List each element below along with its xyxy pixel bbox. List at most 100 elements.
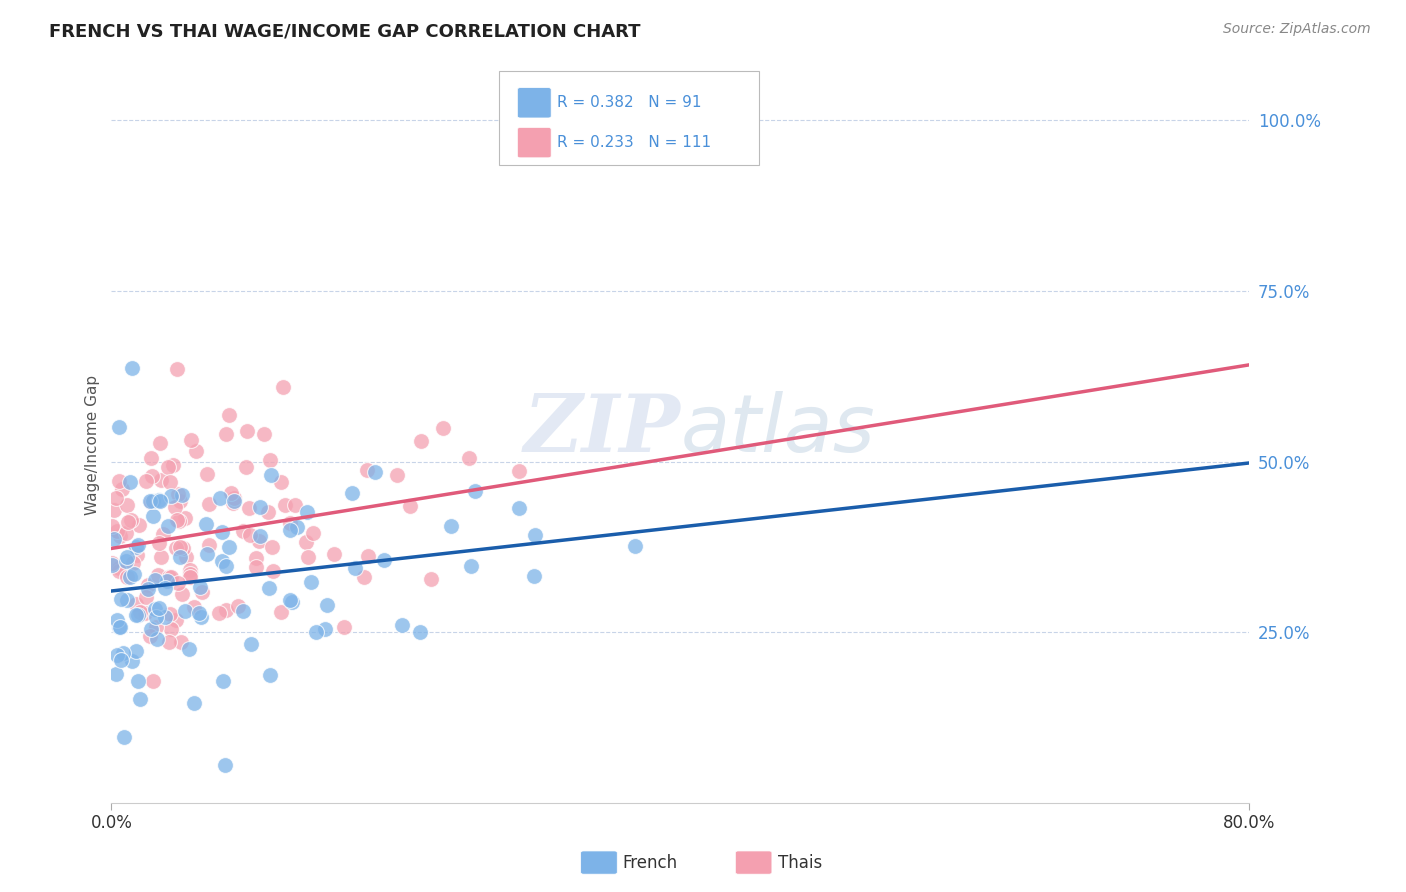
Point	[259, 467, 281, 482]
Point	[134, 606, 156, 620]
Point	[183, 599, 205, 614]
Point	[110, 653, 132, 667]
Point	[101, 558, 124, 572]
Point	[103, 533, 125, 547]
Point	[256, 505, 278, 519]
Point	[107, 564, 129, 578]
Point	[172, 587, 194, 601]
Point	[104, 666, 127, 681]
Point	[145, 620, 167, 634]
Point	[143, 602, 166, 616]
Point	[208, 606, 231, 620]
Point	[115, 549, 138, 564]
Point	[624, 539, 647, 553]
Point	[125, 540, 148, 554]
Point	[172, 541, 194, 556]
Point	[115, 569, 138, 583]
Point	[198, 497, 221, 511]
Point	[270, 606, 292, 620]
Point	[409, 434, 432, 448]
Point	[238, 500, 260, 515]
Point	[340, 486, 363, 500]
Point	[159, 607, 181, 621]
Point	[278, 523, 301, 537]
Point	[297, 505, 319, 519]
Point	[177, 641, 200, 656]
Point	[259, 668, 281, 682]
Point	[299, 575, 322, 590]
Point	[124, 644, 146, 658]
Point	[169, 494, 191, 508]
Point	[157, 459, 180, 474]
Point	[107, 620, 129, 634]
Point	[432, 421, 454, 435]
Point	[148, 601, 170, 615]
Point	[141, 622, 163, 636]
Text: atlas: atlas	[681, 392, 875, 469]
Point	[117, 516, 139, 530]
Point	[115, 554, 138, 568]
Point	[301, 525, 323, 540]
Point	[343, 561, 366, 575]
Text: French: French	[623, 854, 678, 871]
Point	[138, 629, 160, 643]
Point	[136, 582, 159, 596]
Point	[169, 549, 191, 564]
Point	[111, 482, 134, 496]
Y-axis label: Wage/Income Gap: Wage/Income Gap	[86, 375, 100, 515]
Point	[115, 498, 138, 512]
Point	[218, 541, 240, 555]
Point	[115, 593, 138, 607]
Point	[157, 519, 180, 533]
Point	[129, 605, 152, 619]
Point	[108, 528, 131, 542]
Point	[139, 451, 162, 466]
Point	[165, 613, 187, 627]
Point	[139, 495, 162, 509]
Point	[153, 610, 176, 624]
Point	[314, 622, 336, 636]
Point	[179, 566, 201, 581]
Point	[129, 692, 152, 706]
Point	[153, 581, 176, 595]
Point	[399, 499, 422, 513]
Point	[174, 604, 197, 618]
Point	[270, 475, 292, 490]
Point	[167, 514, 190, 528]
Point	[316, 598, 339, 612]
Point	[142, 674, 165, 689]
Point	[180, 433, 202, 447]
Point	[120, 512, 142, 526]
Point	[408, 625, 430, 640]
Point	[145, 632, 167, 647]
Point	[136, 578, 159, 592]
Point	[143, 573, 166, 587]
Point	[108, 620, 131, 634]
Point	[211, 674, 233, 689]
Point	[373, 553, 395, 567]
Point	[259, 581, 281, 595]
Point	[190, 609, 212, 624]
Point	[297, 550, 319, 565]
Point	[391, 617, 413, 632]
Point	[239, 637, 262, 651]
Point	[439, 519, 461, 533]
Point	[127, 607, 149, 622]
Point	[262, 564, 284, 578]
Point	[169, 540, 191, 554]
Point	[222, 491, 245, 505]
Point	[232, 524, 254, 539]
Point	[221, 486, 243, 500]
Point	[121, 361, 143, 376]
Point	[356, 463, 378, 477]
Point	[146, 567, 169, 582]
Point	[211, 525, 233, 540]
Point	[157, 570, 180, 584]
Point	[160, 489, 183, 503]
Text: Thais: Thais	[778, 854, 821, 871]
Point	[232, 604, 254, 618]
Point	[353, 570, 375, 584]
Point	[188, 581, 211, 595]
Point	[145, 609, 167, 624]
Point	[281, 595, 304, 609]
